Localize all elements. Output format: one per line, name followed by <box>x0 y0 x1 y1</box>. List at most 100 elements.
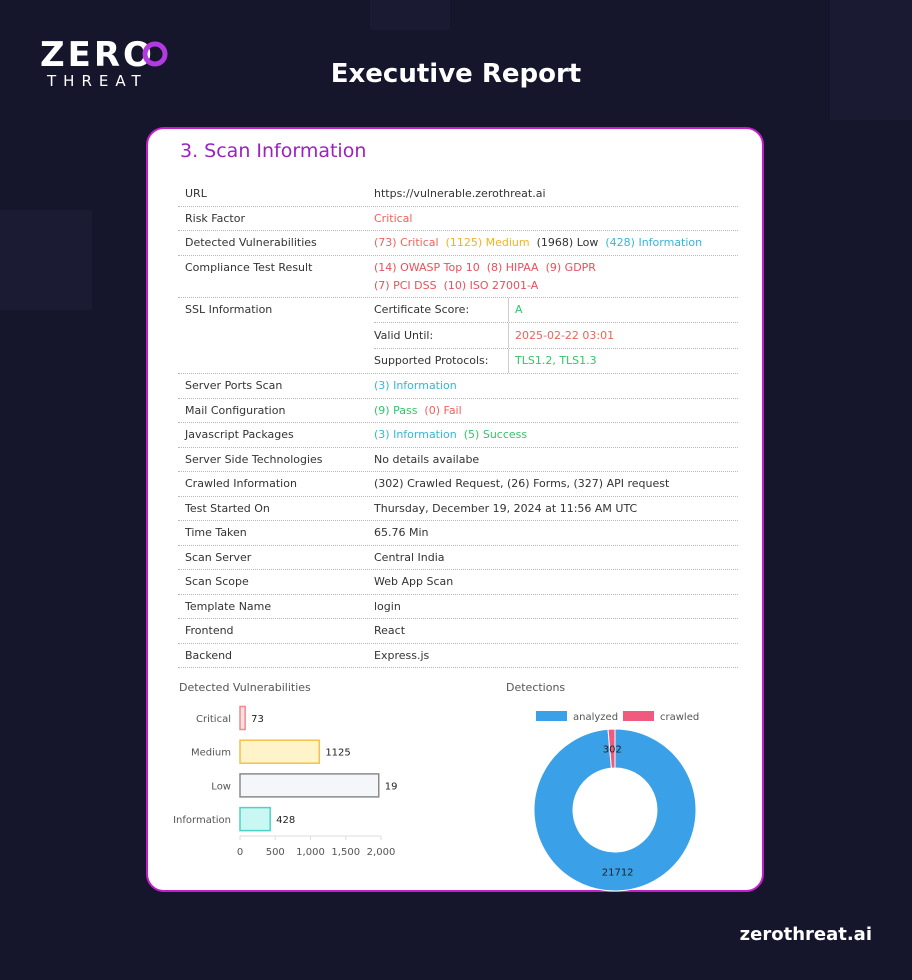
value-label: 1968 <box>385 781 410 792</box>
x-tick-label: 2,000 <box>367 847 396 858</box>
table-row: Compliance Test Result (14) OWASP Top 10(… <box>178 256 738 298</box>
value-item: (5) Success <box>463 428 528 441</box>
value-item: (7) PCI DSS <box>374 278 437 292</box>
table-row: Mail Configuration (9) Pass (0) Fail <box>178 399 738 423</box>
value-line: (9) Pass (0) Fail <box>374 404 738 422</box>
bar <box>239 806 271 832</box>
row-value: No details availabe <box>374 448 738 472</box>
bars: 73 1125 1968 428 <box>251 714 410 826</box>
row-label: URL <box>185 187 207 200</box>
row-label: Detected Vulnerabilities <box>185 236 317 249</box>
value-line: (7) PCI DSS (10) ISO 27001-A <box>374 279 738 297</box>
value-line: 65.76 Min <box>374 526 738 544</box>
y-tick-label: Information <box>173 815 231 826</box>
value-line: Web App Scan <box>374 575 738 593</box>
row-value: https://vulnerable.zerothreat.ai <box>374 182 738 206</box>
ssl-label: Supported Protocols: <box>374 348 509 373</box>
value-line: https://vulnerable.zerothreat.ai <box>374 187 738 205</box>
slice <box>533 728 697 892</box>
row-label: Crawled Information <box>185 477 297 490</box>
x-tick-label: 500 <box>266 847 285 858</box>
value-item: Thursday, December 19, 2024 at 11:56 AM … <box>374 501 638 515</box>
footer: zerothreat.ai <box>740 924 872 945</box>
bar <box>239 705 246 731</box>
row-label: Time Taken <box>185 526 247 539</box>
x-tick-label: 0 <box>237 847 243 858</box>
row-label: Javascript Packages <box>185 428 294 441</box>
value-item: (8) HIPAA <box>486 260 539 274</box>
table-row: Risk Factor Critical <box>178 207 738 231</box>
row-label: Test Started On <box>185 501 270 515</box>
row-value: Web App Scan <box>374 570 738 594</box>
legend-label: crawled <box>660 712 699 723</box>
row-value: (9) Pass (0) Fail <box>374 399 738 423</box>
slice-label: 302 <box>603 745 622 756</box>
section-title: 3. Scan Information <box>180 140 367 162</box>
bg-tile <box>0 210 92 310</box>
table-row: Time Taken 65.76 Min <box>178 521 738 546</box>
value-line: Critical <box>374 212 738 230</box>
ssl-row: Valid Until: 2025-02-22 03:01 <box>374 323 738 349</box>
row-value: (73) Critical (1125) Medium (1968) Low (428… <box>374 231 738 255</box>
row-label: Compliance Test Result <box>185 260 313 274</box>
row-label: Mail Configuration <box>185 403 286 417</box>
value-item: (9) Pass <box>374 403 418 417</box>
logo-top: ZERO <box>40 35 155 75</box>
table-row: Scan Scope Web App Scan <box>178 570 738 595</box>
y-tick-label: Critical <box>196 714 231 725</box>
value-item: (3) Information <box>374 428 457 441</box>
value-line: (14) OWASP Top 10 (8) HIPAA (9) GDPR <box>374 261 738 279</box>
value-item: (73) Critical <box>374 236 439 249</box>
y-tick-label: Low <box>211 781 231 792</box>
row-value: login <box>374 595 738 619</box>
row-value: Central India <box>374 546 738 570</box>
value-item: (302) Crawled Request, (26) Forms, (327)… <box>374 477 670 490</box>
row-label: Template Name <box>185 599 272 613</box>
table-row: Backend Express.js <box>178 644 738 668</box>
bg-tile <box>370 0 450 30</box>
row-value: (302) Crawled Request, (26) Forms, (327)… <box>374 472 738 496</box>
ssl-label: Valid Until: <box>374 323 509 348</box>
row-value: (14) OWASP Top 10 (8) HIPAA (9) GDPR (7) PC… <box>374 256 738 297</box>
row-value: Thursday, December 19, 2024 at 11:56 AM … <box>374 497 738 521</box>
row-value: Critical <box>374 207 738 231</box>
legend-swatch <box>623 711 654 721</box>
row-value: React <box>374 619 738 643</box>
legend-label: analyzed <box>573 712 618 723</box>
row-label: Server Side Technologies <box>185 452 323 466</box>
value-line: login <box>374 600 738 618</box>
value-item: Web App Scan <box>374 575 454 588</box>
value-line: Express.js <box>374 649 738 667</box>
value-item: Critical <box>374 211 413 225</box>
table-row: URL https://vulnerable.zerothreat.ai <box>178 182 738 207</box>
value-item: (10) ISO 27001-A <box>443 278 539 292</box>
x-tick-label: 1,500 <box>331 847 360 858</box>
value-line: React <box>374 624 738 642</box>
logo-bottom: THREAT <box>46 72 148 90</box>
row-value: 65.76 Min <box>374 521 738 545</box>
value-item: (9) GDPR <box>545 260 596 274</box>
table-row: Scan Server Central India <box>178 546 738 570</box>
row-label: Scan Server <box>185 550 252 564</box>
ssl-table: Certificate Score: A Valid Until: 2025-02-2… <box>374 297 738 373</box>
table-row: Test Started On Thursday, December 19, 20… <box>178 497 738 521</box>
row-label: Risk Factor <box>185 211 245 225</box>
bg-tile <box>830 0 912 120</box>
value-item: Express.js <box>374 648 430 662</box>
row-label: Backend <box>185 648 233 662</box>
ssl-label: Certificate Score: <box>374 297 509 322</box>
value-label: 428 <box>276 815 295 826</box>
value-line: (302) Crawled Request, (26) Forms, (327)… <box>374 477 738 495</box>
row-label: Frontend <box>185 624 234 637</box>
bar <box>239 739 321 764</box>
table-row: Frontend React <box>178 619 738 644</box>
value-item: https://vulnerable.zerothreat.ai <box>374 187 546 200</box>
ssl-value: 2025-02-22 03:01 <box>515 328 615 342</box>
row-value: (3) Information (5) Success <box>374 423 738 447</box>
row-label: Server Ports Scan <box>185 379 283 392</box>
value-item: (1125) Medium <box>445 236 530 249</box>
x-tick-label: 1,000 <box>296 847 325 858</box>
value-item: (3) Information <box>374 379 457 392</box>
